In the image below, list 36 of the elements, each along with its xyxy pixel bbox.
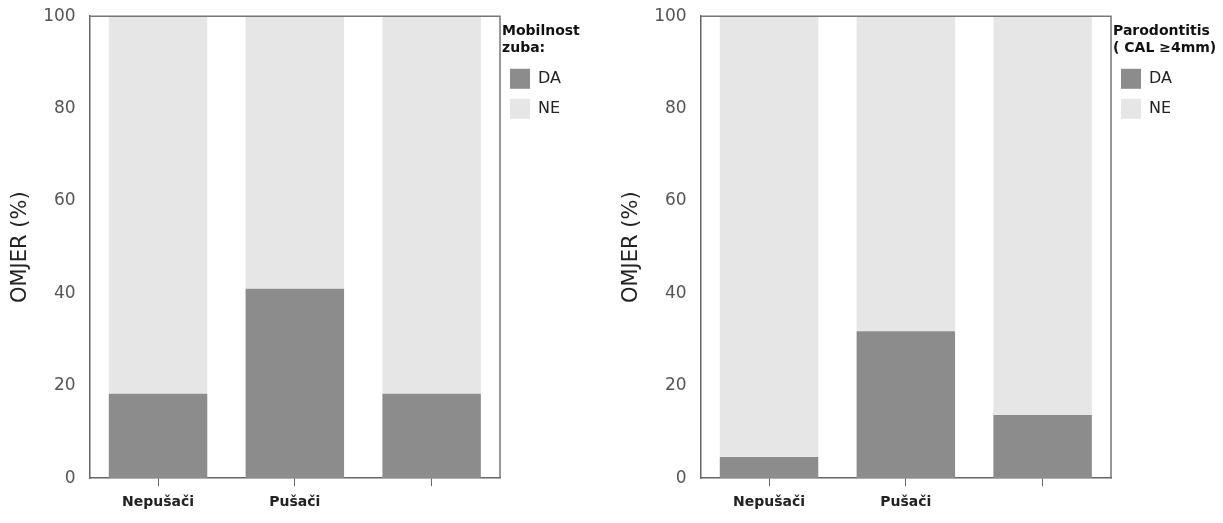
legend-label: NE [1149, 97, 1172, 117]
legend-label: NE [538, 97, 561, 117]
y-axis-title: OMJER (%) [618, 191, 643, 304]
x-tick-label: Nepušači [122, 493, 195, 510]
y-tick-label: 80 [665, 97, 687, 118]
y-tick-label: 60 [54, 189, 76, 210]
bar [719, 16, 819, 457]
y-tick-label: 0 [64, 466, 76, 487]
bar [856, 331, 956, 479]
y-tick-label: 40 [665, 281, 687, 302]
bar [245, 16, 345, 289]
legend-title: Parodontitis ( CAL ≥4mm) [1113, 21, 1217, 55]
y-axis-title: OMJER (%) [7, 191, 32, 304]
bar [382, 16, 481, 394]
legend-label: DA [538, 67, 562, 87]
y-tick-label: 0 [675, 466, 687, 487]
legend-title: Mobilnost zuba: [502, 21, 581, 55]
x-tick-label: Nepušači [733, 493, 806, 510]
bar [108, 16, 208, 394]
bar [108, 393, 208, 479]
y-tick-label: 40 [54, 281, 76, 302]
x-tick-label: Pušači [269, 493, 321, 510]
x-tick-label: Pušači [880, 493, 932, 510]
y-tick-label: 20 [665, 374, 687, 395]
y-tick-label: 60 [665, 189, 687, 210]
y-tick-label: 100 [654, 4, 687, 25]
y-tick-label: 80 [54, 97, 76, 118]
bar [993, 16, 1092, 415]
bar [382, 393, 481, 479]
bar [993, 414, 1092, 479]
y-tick-label: 100 [43, 4, 76, 25]
legend-label: DA [1149, 67, 1173, 87]
y-tick-label: 20 [54, 374, 76, 395]
bar [856, 16, 956, 332]
bar [719, 456, 819, 479]
bar [245, 288, 345, 479]
